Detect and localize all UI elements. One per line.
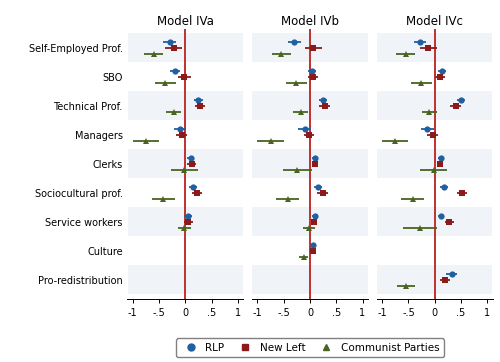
Bar xyxy=(377,265,492,294)
Bar xyxy=(128,149,243,178)
Bar xyxy=(128,207,243,236)
Bar xyxy=(128,91,243,120)
Bar xyxy=(252,62,368,91)
Bar xyxy=(377,236,492,265)
Bar xyxy=(377,62,492,91)
Legend: RLP, New Left, Communist Parties: RLP, New Left, Communist Parties xyxy=(176,338,444,357)
Bar xyxy=(128,178,243,207)
Bar xyxy=(377,91,492,120)
Bar xyxy=(252,33,368,62)
Bar xyxy=(252,120,368,149)
Bar xyxy=(252,91,368,120)
Bar xyxy=(377,120,492,149)
Bar xyxy=(128,33,243,62)
Bar xyxy=(252,178,368,207)
Title: Model IVb: Model IVb xyxy=(281,15,339,28)
Bar xyxy=(377,178,492,207)
Bar xyxy=(252,207,368,236)
Title: Model IVc: Model IVc xyxy=(406,15,463,28)
Bar xyxy=(377,33,492,62)
Bar xyxy=(377,207,492,236)
Bar xyxy=(128,62,243,91)
Bar xyxy=(252,265,368,294)
Bar xyxy=(128,120,243,149)
Bar xyxy=(377,149,492,178)
Bar xyxy=(128,265,243,294)
Title: Model IVa: Model IVa xyxy=(157,15,214,28)
Bar xyxy=(128,236,243,265)
Bar xyxy=(252,236,368,265)
Bar xyxy=(252,149,368,178)
